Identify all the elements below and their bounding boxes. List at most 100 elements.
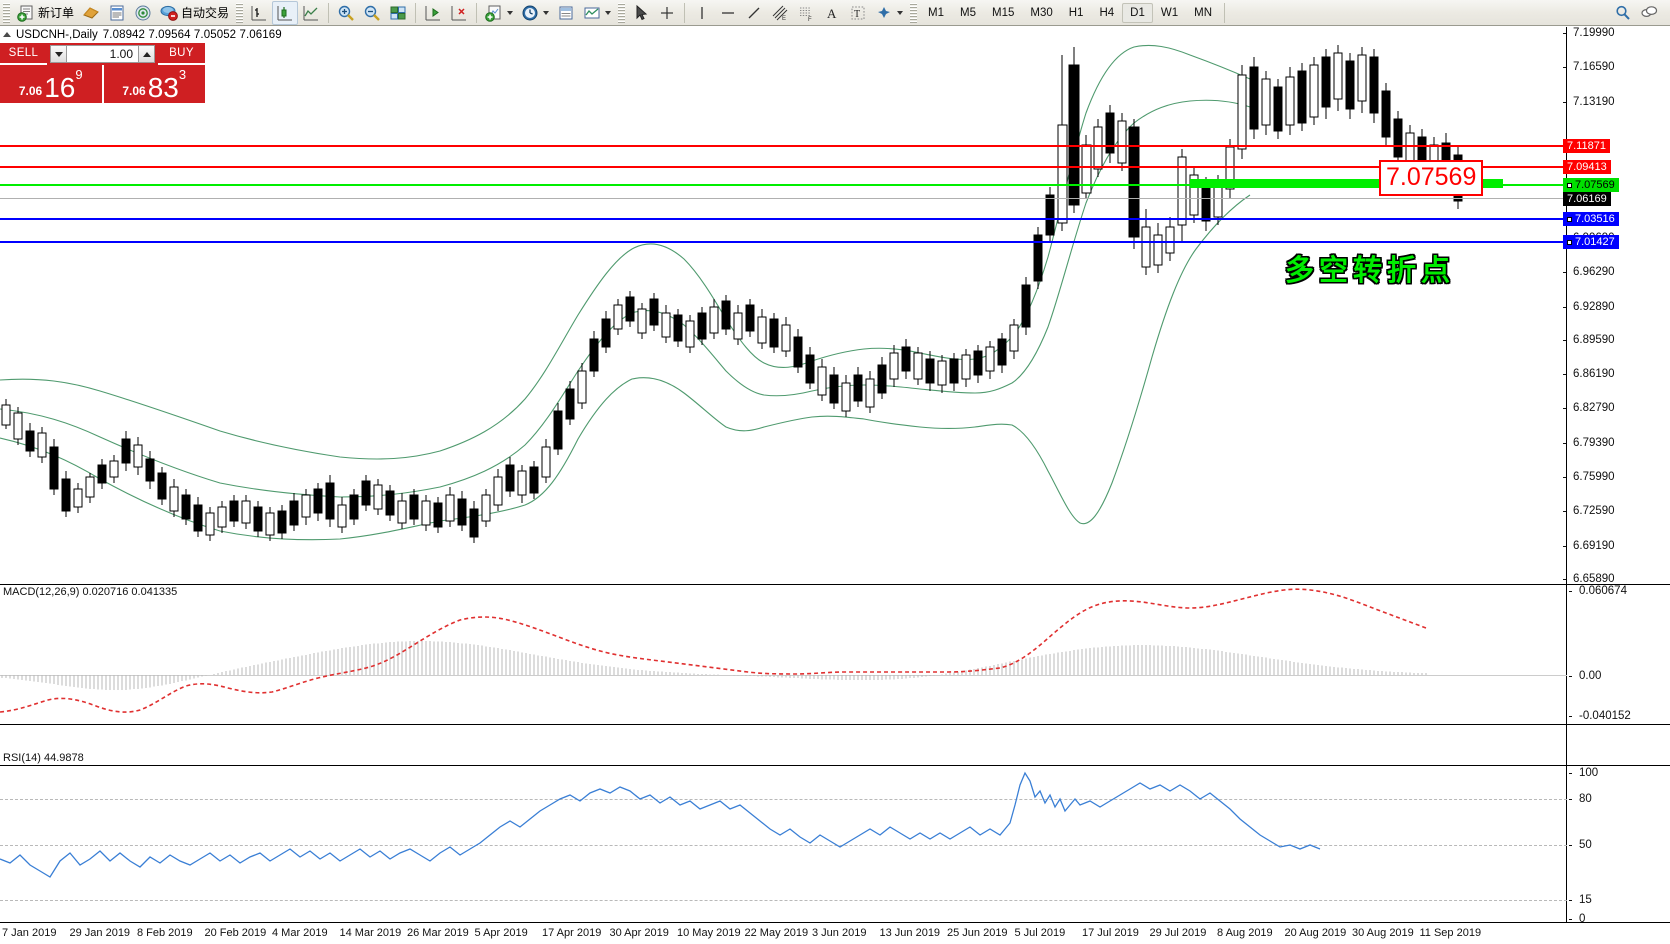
toolbar-grip-4[interactable] <box>910 2 918 23</box>
chart-container[interactable]: 7.07569 多空转折点 7.199907.165907.131906.996… <box>0 27 1670 944</box>
signals-button[interactable] <box>130 1 156 25</box>
rsi-title: RSI(14) 44.9878 <box>3 752 84 764</box>
one-click-trading-panel[interactable]: SELL 1.00 BUY 7.06 16 9 7.06 83 3 <box>0 43 205 103</box>
new-chart-icon <box>485 5 501 22</box>
indicator-list-button[interactable] <box>579 1 615 25</box>
autoscroll-icon <box>451 5 467 20</box>
level-label-resistance-7-09413[interactable]: 7.09413 <box>1563 160 1611 174</box>
autoscroll-button[interactable] <box>446 1 472 25</box>
zoom-out-button[interactable] <box>359 1 385 25</box>
price-tag-annotation[interactable]: 7.07569 <box>1379 160 1484 196</box>
timeframe-m15[interactable]: M15 <box>992 6 1015 19</box>
search-icon <box>1616 5 1630 20</box>
trendline-button[interactable] <box>741 1 767 25</box>
macd-svg <box>0 588 1427 713</box>
drag-handle-icon[interactable] <box>1567 216 1572 222</box>
bar-chart-button[interactable] <box>246 1 272 25</box>
timeframe-m1[interactable]: M1 <box>928 6 945 19</box>
toolbar-grip[interactable] <box>3 2 10 23</box>
indicators-button[interactable] <box>78 1 104 25</box>
vertical-line-icon <box>701 6 703 19</box>
chat-button[interactable] <box>1636 1 1662 25</box>
rsi-scale-15-text: 15 <box>1579 894 1592 906</box>
horizontal-line-button[interactable] <box>715 1 741 25</box>
autotrade-label: 自动交易 <box>181 6 230 20</box>
time-label: 10 May 2019 <box>677 927 741 939</box>
price-tick-6-96290: 6.96290 <box>1563 266 1615 278</box>
price-tick-label: 7.13190 <box>1573 95 1615 108</box>
horizontal-line-icon <box>722 11 735 14</box>
pivot-line[interactable] <box>0 184 1567 186</box>
equidistant-channel-button[interactable]: E <box>767 1 793 25</box>
chinese-annotation[interactable]: 多空转折点 <box>1285 253 1456 287</box>
data-window-button[interactable] <box>104 1 130 25</box>
price-scale[interactable]: 7.199907.165907.131906.996906.962906.928… <box>1563 27 1670 585</box>
crosshair-tool-button[interactable] <box>654 1 680 25</box>
volume-decrement-button[interactable] <box>50 45 67 63</box>
resistance-line-2[interactable] <box>0 166 1567 168</box>
tile-windows-button[interactable] <box>385 1 411 25</box>
zoom-in-button[interactable] <box>333 1 359 25</box>
level-label-resistance-7-11871[interactable]: 7.11871 <box>1563 139 1610 153</box>
period-button[interactable] <box>517 1 553 25</box>
sell-price-fraction: 9 <box>75 67 83 82</box>
caret-down-icon <box>54 51 63 57</box>
level-label-support-7-03516[interactable]: 7.03516 <box>1563 212 1619 226</box>
text-label-button[interactable]: T <box>845 1 871 25</box>
sell-price-display[interactable]: 7.06 16 9 <box>0 65 104 103</box>
candlestick-chart-button[interactable] <box>272 0 299 25</box>
time-label: 29 Jan 2019 <box>69 927 131 939</box>
new-chart-button[interactable] <box>481 1 517 25</box>
shift-chart-button[interactable] <box>420 1 446 25</box>
volume-control[interactable]: 1.00 <box>47 43 158 65</box>
toolbar-grip-2[interactable] <box>236 2 244 23</box>
line-chart-button[interactable] <box>298 1 324 25</box>
volume-increment-button[interactable] <box>138 45 155 63</box>
new-order-button[interactable]: 新订单 <box>13 1 78 25</box>
timeframe-m30[interactable]: M30 <box>1030 6 1053 19</box>
timeframe-d1[interactable]: D1 <box>1122 2 1153 23</box>
buy-button[interactable]: BUY <box>158 43 205 65</box>
rsi-scale-0-text: 0 <box>1579 913 1586 925</box>
timeframe-h1[interactable]: H1 <box>1068 6 1084 19</box>
text-tool-button[interactable]: A <box>819 1 845 25</box>
templates-button[interactable] <box>553 1 579 25</box>
toolbar-separator-1 <box>328 2 330 23</box>
drag-handle-icon[interactable] <box>1567 239 1572 245</box>
buy-price-display[interactable]: 7.06 83 3 <box>103 65 205 103</box>
price-tick-label: 6.79390 <box>1573 436 1615 449</box>
timeframe-h4[interactable]: H4 <box>1099 6 1115 19</box>
timeframe-w1[interactable]: W1 <box>1160 6 1179 19</box>
time-label: 5 Jul 2019 <box>1014 927 1066 939</box>
support-line-2[interactable] <box>0 241 1567 243</box>
vertical-line-button[interactable] <box>689 1 715 25</box>
toolbar-grip-3[interactable] <box>618 2 626 23</box>
collapse-triangle-icon[interactable] <box>3 32 11 37</box>
sell-button[interactable]: SELL <box>0 43 47 65</box>
level-label-last-price-7-06169[interactable]: 7.06169 <box>1563 192 1611 206</box>
timeframe-m5[interactable]: M5 <box>960 6 976 19</box>
pivot-zone-band[interactable] <box>1190 179 1503 188</box>
rsi-svg <box>0 771 1321 878</box>
market-button[interactable]: 自动交易 <box>156 1 233 25</box>
chevron-down-icon-3[interactable] <box>605 10 612 15</box>
resistance-line-1[interactable] <box>0 145 1567 147</box>
volume-input[interactable]: 1.00 <box>67 45 138 63</box>
indicators-icon <box>83 6 99 19</box>
chevron-down-icon[interactable] <box>507 10 514 15</box>
timeframe-mn[interactable]: MN <box>1194 6 1212 19</box>
signals-icon <box>135 5 151 20</box>
level-label-support-7-01427[interactable]: 7.01427 <box>1563 235 1619 249</box>
price-tick-7-16590: 7.16590 <box>1563 61 1615 73</box>
fibonacci-button[interactable]: F <box>793 1 819 25</box>
support-line-1[interactable] <box>0 218 1567 220</box>
chevron-down-icon-4[interactable] <box>897 10 904 15</box>
time-axis[interactable]: 7 Jan 2019 29 Jan 2019 8 Feb 2019 20 Feb 20… <box>0 927 1567 944</box>
price-tick-label: 6.75990 <box>1573 471 1615 484</box>
level-label-pivot-7-07569[interactable]: 7.07569 <box>1563 178 1619 192</box>
drag-handle-icon[interactable] <box>1567 182 1572 188</box>
chevron-down-icon-2[interactable] <box>543 10 550 15</box>
cursor-tool-button[interactable] <box>628 1 654 25</box>
shapes-button[interactable] <box>871 1 907 25</box>
search-button[interactable] <box>1610 1 1636 25</box>
